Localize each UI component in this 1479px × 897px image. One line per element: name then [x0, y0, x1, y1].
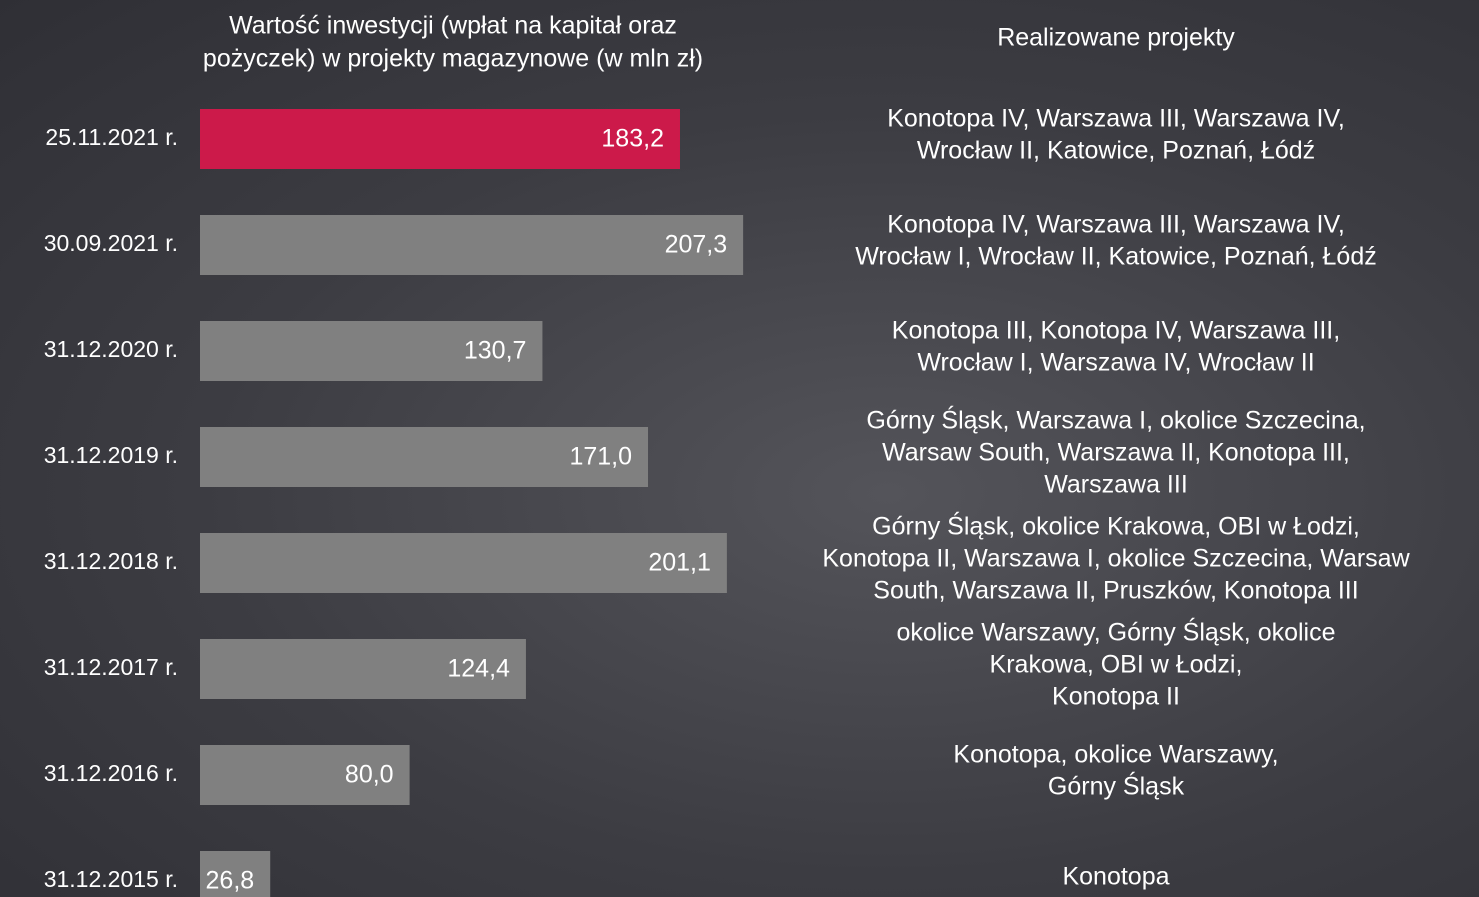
category-label: 31.12.2019 r. — [44, 442, 178, 468]
project-line: Krakowa, OBI w Łodzi, — [990, 651, 1243, 679]
bar — [200, 321, 543, 381]
category-label: 31.12.2020 r. — [44, 336, 178, 362]
project-line: Warszawa III — [1044, 471, 1188, 499]
project-line: South, Warszawa II, Pruszków, Konotopa I… — [873, 577, 1358, 605]
value-label: 124,4 — [447, 655, 510, 683]
project-line: Warsaw South, Warszawa II, Konotopa III, — [882, 439, 1350, 467]
category-label: 31.12.2017 r. — [44, 654, 178, 680]
project-line: Wrocław I, Warszawa IV, Wrocław II — [917, 349, 1314, 377]
value-label: 207,3 — [665, 231, 728, 259]
value-label: 80,0 — [345, 761, 394, 789]
project-line: Konotopa IV, Warszawa III, Warszawa IV, — [887, 105, 1345, 133]
project-line: Konotopa — [1062, 863, 1169, 891]
category-label: 31.12.2016 r. — [44, 760, 178, 786]
value-label: 130,7 — [464, 337, 527, 365]
chart-title: pożyczek) w projekty magazynowe (w mln z… — [203, 45, 703, 73]
project-line: Konotopa IV, Warszawa III, Warszawa IV, — [887, 211, 1345, 239]
category-label: 30.09.2021 r. — [44, 230, 178, 256]
project-line: Górny Śląsk, okolice Krakowa, OBI w Łodz… — [872, 511, 1360, 541]
project-line: Górny Śląsk, Warszawa I, okolice Szczeci… — [866, 405, 1365, 435]
bar — [200, 745, 410, 805]
project-line: Górny Śląsk — [1048, 771, 1185, 801]
value-label: 26,8 — [206, 867, 255, 895]
category-label: 25.11.2021 r. — [45, 124, 178, 150]
value-label: 201,1 — [648, 549, 711, 577]
project-line: Wrocław II, Katowice, Poznań, Łódź — [917, 137, 1315, 165]
bar — [200, 851, 271, 897]
projects-header: Realizowane projekty — [997, 24, 1235, 52]
project-line: Konotopa II, Warszawa I, okolice Szczeci… — [822, 545, 1410, 573]
bar — [200, 427, 649, 487]
bar — [200, 533, 727, 593]
project-line: okolice Warszawy, Górny Śląsk, okolice — [896, 617, 1335, 647]
bar — [200, 215, 744, 275]
category-label: 31.12.2015 r. — [44, 866, 178, 892]
value-label: 183,2 — [601, 125, 664, 153]
value-label: 171,0 — [569, 443, 632, 471]
project-line: Konotopa, okolice Warszawy, — [953, 741, 1278, 769]
project-line: Konotopa III, Konotopa IV, Warszawa III, — [892, 317, 1340, 345]
category-label: 31.12.2018 r. — [44, 548, 178, 574]
project-line: Wrocław I, Wrocław II, Katowice, Poznań,… — [855, 243, 1377, 271]
project-line: Konotopa II — [1052, 683, 1180, 711]
bar — [200, 639, 526, 699]
bar — [200, 109, 680, 169]
chart-title: Wartość inwestycji (wpłat na kapitał ora… — [229, 12, 677, 40]
